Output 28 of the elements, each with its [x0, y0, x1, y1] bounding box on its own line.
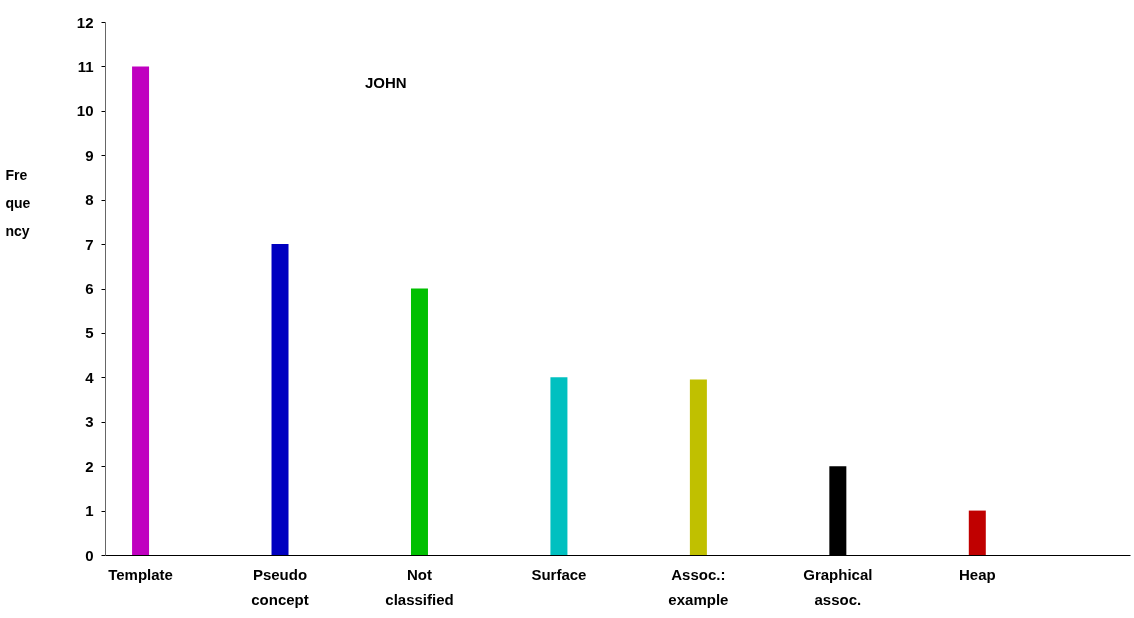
bar: [550, 377, 568, 555]
x-tick-label: Heap: [958, 565, 996, 583]
x-tick-label: Not classified: [385, 565, 454, 608]
y-tick-label: 8: [85, 191, 94, 209]
y-tick-label: 7: [85, 235, 94, 253]
y-tick-label: 0: [85, 546, 94, 564]
x-tick-label: Surface: [531, 565, 587, 583]
y-axis-title: Frequency: [5, 166, 31, 239]
y-tick-label: 4: [85, 368, 95, 386]
x-tick-label: Assoc.: example: [668, 565, 729, 608]
y-tick-label: 10: [76, 102, 94, 120]
bar: [689, 379, 707, 555]
x-tick-label: Pseudo concept: [251, 565, 309, 608]
y-tick-label: 5: [85, 324, 94, 342]
y-tick-label: 1: [85, 502, 94, 520]
bar: [132, 66, 150, 555]
y-tick-label: 9: [85, 146, 94, 164]
y-tick-label: 3: [85, 413, 94, 431]
text: JOHN: [365, 74, 407, 91]
y-tick-label: 12: [76, 13, 94, 31]
bar: [410, 288, 428, 555]
y-tick-label: 11: [77, 57, 94, 75]
y-tick-label: 6: [85, 280, 94, 297]
bar: [271, 244, 289, 555]
x-tick-label: Graphical assoc.: [803, 565, 873, 608]
y-tick-label: 2: [85, 457, 94, 475]
x-tick-label: Template: [108, 565, 173, 583]
bar: [968, 510, 986, 555]
